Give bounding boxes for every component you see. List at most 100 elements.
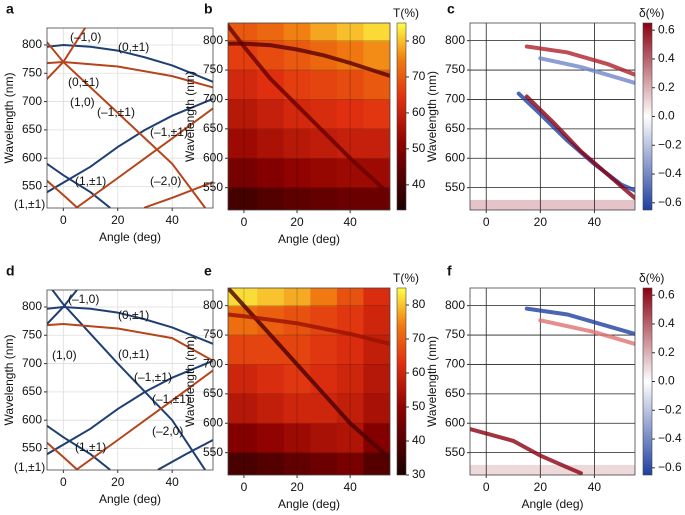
heat-cell xyxy=(310,70,338,100)
heat-cell xyxy=(257,99,285,130)
colorbar xyxy=(396,22,407,211)
colorbar-label: T(%) xyxy=(393,6,419,20)
heat-cell xyxy=(470,288,635,465)
curve xyxy=(144,181,213,208)
panel-letter: f xyxy=(447,263,452,279)
panel-letter: d xyxy=(6,263,15,279)
curve xyxy=(47,162,111,208)
heat-cell xyxy=(336,187,364,210)
heat-cell xyxy=(363,452,390,475)
y-tick-label: 550 xyxy=(22,179,42,193)
curve xyxy=(524,94,635,201)
curve xyxy=(75,107,213,208)
heat-cell xyxy=(257,452,285,475)
curve xyxy=(157,439,213,470)
y-tick-label: 550 xyxy=(203,445,223,459)
heat-cell xyxy=(257,288,285,307)
panel-letter: b xyxy=(204,1,213,17)
colorbar-tick-label: 0.0 xyxy=(658,374,675,388)
x-tick-label: 20 xyxy=(534,480,548,494)
x-tick-label: 0 xyxy=(241,480,248,494)
annotation: (0,±1) xyxy=(68,75,99,89)
x-tick-label: 40 xyxy=(343,480,357,494)
heat-cell xyxy=(310,393,338,424)
colorbar-tick-label: 70 xyxy=(412,331,426,345)
heat-cell xyxy=(310,452,338,475)
x-tick-label: 0 xyxy=(60,475,67,489)
heat-cell xyxy=(257,158,285,189)
x-axis-label: Angle (deg) xyxy=(278,232,340,246)
x-tick-label: 0 xyxy=(483,480,490,494)
annotation: (1,±1) xyxy=(75,440,106,454)
heat-cell xyxy=(310,288,338,307)
colorbar-tick-label: 0.2 xyxy=(658,80,675,94)
x-tick-label: 20 xyxy=(111,213,125,227)
colorbar xyxy=(642,287,653,476)
y-axis-label: Wavelength (nm) xyxy=(183,336,197,427)
heat-cell xyxy=(363,128,390,159)
heat-cell xyxy=(336,23,364,42)
y-tick-label: 550 xyxy=(445,180,465,194)
heat-cell xyxy=(228,288,258,307)
colorbar-label: δ(%) xyxy=(639,6,664,20)
y-tick-label: 750 xyxy=(445,62,465,76)
x-tick-label: 40 xyxy=(588,480,602,494)
curve xyxy=(470,427,583,475)
heat-cell xyxy=(336,364,364,395)
annotation: (–2,0) xyxy=(152,424,183,438)
y-tick-label: 750 xyxy=(203,327,223,341)
colorbar-label: T(%) xyxy=(393,271,419,285)
y-tick-label: 650 xyxy=(445,121,465,135)
annotation: (–1,±1) xyxy=(97,105,135,119)
colorbar xyxy=(642,22,653,211)
heat-cell xyxy=(228,99,258,130)
heat-cell xyxy=(257,364,285,395)
y-tick-label: 700 xyxy=(22,94,42,108)
y-tick-label: 800 xyxy=(22,37,42,51)
panel-letter: a xyxy=(6,1,14,17)
heat-cell xyxy=(283,393,311,424)
y-tick-label: 650 xyxy=(22,384,42,398)
colorbar-tick-label: 0.2 xyxy=(658,345,675,359)
colorbar-tick-label: 0.6 xyxy=(658,22,675,36)
x-tick-label: 20 xyxy=(111,475,125,489)
x-axis-label: Angle (deg) xyxy=(99,230,161,244)
heat-cell xyxy=(336,128,364,159)
panel-letter: e xyxy=(204,263,212,279)
heat-cell xyxy=(228,187,258,210)
annotation: (–2,0) xyxy=(150,174,181,188)
colorbar-tick-label: 0.4 xyxy=(658,316,675,330)
x-axis-label: Angle (deg) xyxy=(99,492,161,506)
colorbar xyxy=(396,287,407,476)
heat-cell xyxy=(363,187,390,210)
plot-area xyxy=(47,290,213,470)
heat-cell xyxy=(310,23,338,42)
annotation: (0,±1) xyxy=(118,308,149,322)
annotation: (1,±1) xyxy=(14,197,45,211)
annotation: (1,0) xyxy=(52,348,77,362)
y-tick-label: 750 xyxy=(445,327,465,341)
heat-cell xyxy=(257,70,285,100)
heat-cell xyxy=(363,40,390,71)
heat-cell xyxy=(283,335,311,365)
y-tick-label: 600 xyxy=(203,150,223,164)
colorbar-tick-label: 80 xyxy=(412,297,426,311)
y-tick-label: 550 xyxy=(22,441,42,455)
curve xyxy=(538,56,635,85)
heat-cell xyxy=(363,99,390,130)
y-tick-label: 600 xyxy=(445,150,465,164)
curve xyxy=(75,369,213,470)
heat-cell xyxy=(257,393,285,424)
y-tick-label: 700 xyxy=(445,357,465,371)
heat-cell xyxy=(283,288,311,307)
curve xyxy=(228,312,390,346)
heat-cell xyxy=(470,464,635,475)
curve xyxy=(47,424,111,470)
curve xyxy=(228,23,390,197)
colorbar-tick-label: −0.2 xyxy=(658,402,682,416)
y-tick-label: 700 xyxy=(445,92,465,106)
heat-cell xyxy=(336,70,364,100)
heat-cell xyxy=(283,128,311,159)
heat-cell xyxy=(228,128,258,159)
